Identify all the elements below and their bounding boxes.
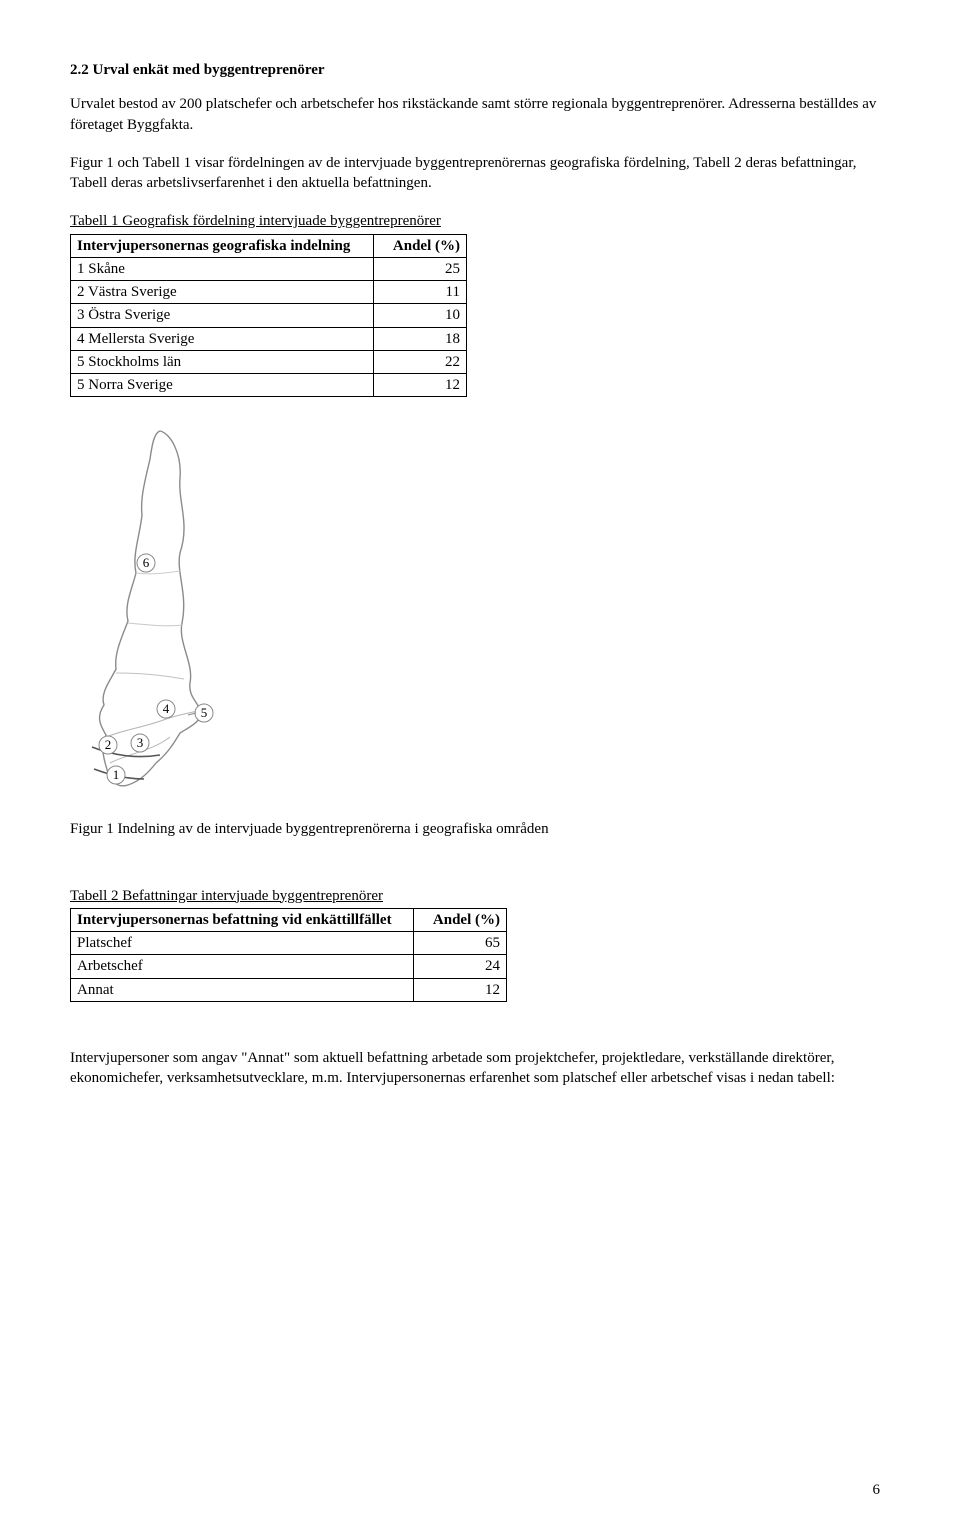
cell: Platschef bbox=[71, 932, 414, 955]
table-row: Arbetschef24 bbox=[71, 955, 507, 978]
map-label-6: 6 bbox=[137, 554, 155, 572]
svg-text:6: 6 bbox=[143, 555, 150, 570]
table-header-row: Intervjupersonernas geografiska indelnin… bbox=[71, 234, 467, 257]
map-label-5: 5 bbox=[195, 704, 213, 722]
table2-header-1: Andel (%) bbox=[414, 908, 507, 931]
table-header-row: Intervjupersonernas befattning vid enkät… bbox=[71, 908, 507, 931]
table-row: 5 Norra Sverige12 bbox=[71, 374, 467, 397]
cell: 18 bbox=[374, 327, 467, 350]
page-number: 6 bbox=[873, 1480, 881, 1500]
figure1-caption: Figur 1 Indelning av de intervjuade bygg… bbox=[70, 819, 890, 839]
table1: Intervjupersonernas geografiska indelnin… bbox=[70, 234, 467, 398]
cell: 4 Mellersta Sverige bbox=[71, 327, 374, 350]
cell: 10 bbox=[374, 304, 467, 327]
table-row: 5 Stockholms län22 bbox=[71, 350, 467, 373]
table1-caption: Tabell 1 Geografisk fördelning intervjua… bbox=[70, 211, 890, 231]
cell: 24 bbox=[414, 955, 507, 978]
svg-text:2: 2 bbox=[105, 737, 112, 752]
table-row: Platschef65 bbox=[71, 932, 507, 955]
cell: 22 bbox=[374, 350, 467, 373]
table-row: 3 Östra Sverige10 bbox=[71, 304, 467, 327]
intro-paragraph-1: Urvalet bestod av 200 platschefer och ar… bbox=[70, 94, 890, 135]
table-row: 4 Mellersta Sverige18 bbox=[71, 327, 467, 350]
table2-header-0: Intervjupersonernas befattning vid enkät… bbox=[71, 908, 414, 931]
cell: 3 Östra Sverige bbox=[71, 304, 374, 327]
cell: Annat bbox=[71, 978, 414, 1001]
cell: 11 bbox=[374, 281, 467, 304]
cell: 25 bbox=[374, 257, 467, 280]
map-label-2: 2 bbox=[99, 736, 117, 754]
table-row: 1 Skåne25 bbox=[71, 257, 467, 280]
table1-header-0: Intervjupersonernas geografiska indelnin… bbox=[71, 234, 374, 257]
cell: 2 Västra Sverige bbox=[71, 281, 374, 304]
table1-header-1: Andel (%) bbox=[374, 234, 467, 257]
closing-paragraph: Intervjupersoner som angav "Annat" som a… bbox=[70, 1048, 890, 1089]
svg-text:5: 5 bbox=[201, 705, 208, 720]
table2-caption: Tabell 2 Befattningar intervjuade byggen… bbox=[70, 886, 890, 906]
cell: Arbetschef bbox=[71, 955, 414, 978]
cell: 65 bbox=[414, 932, 507, 955]
sweden-map-icon: 1 2 3 4 5 6 bbox=[70, 423, 250, 813]
cell: 12 bbox=[414, 978, 507, 1001]
svg-text:3: 3 bbox=[137, 735, 144, 750]
cell: 5 Stockholms län bbox=[71, 350, 374, 373]
figure1: 1 2 3 4 5 6 Figur 1 Indelning av de inte… bbox=[70, 423, 890, 839]
map-label-4: 4 bbox=[157, 700, 175, 718]
cell: 5 Norra Sverige bbox=[71, 374, 374, 397]
intro-paragraph-2: Figur 1 och Tabell 1 visar fördelningen … bbox=[70, 153, 890, 194]
map-label-1: 1 bbox=[107, 766, 125, 784]
svg-text:1: 1 bbox=[113, 767, 120, 782]
table2: Intervjupersonernas befattning vid enkät… bbox=[70, 908, 507, 1002]
section-heading: 2.2 Urval enkät med byggentreprenörer bbox=[70, 60, 890, 80]
cell: 1 Skåne bbox=[71, 257, 374, 280]
table-row: 2 Västra Sverige11 bbox=[71, 281, 467, 304]
map-label-3: 3 bbox=[131, 734, 149, 752]
cell: 12 bbox=[374, 374, 467, 397]
table-row: Annat12 bbox=[71, 978, 507, 1001]
svg-text:4: 4 bbox=[163, 701, 170, 716]
